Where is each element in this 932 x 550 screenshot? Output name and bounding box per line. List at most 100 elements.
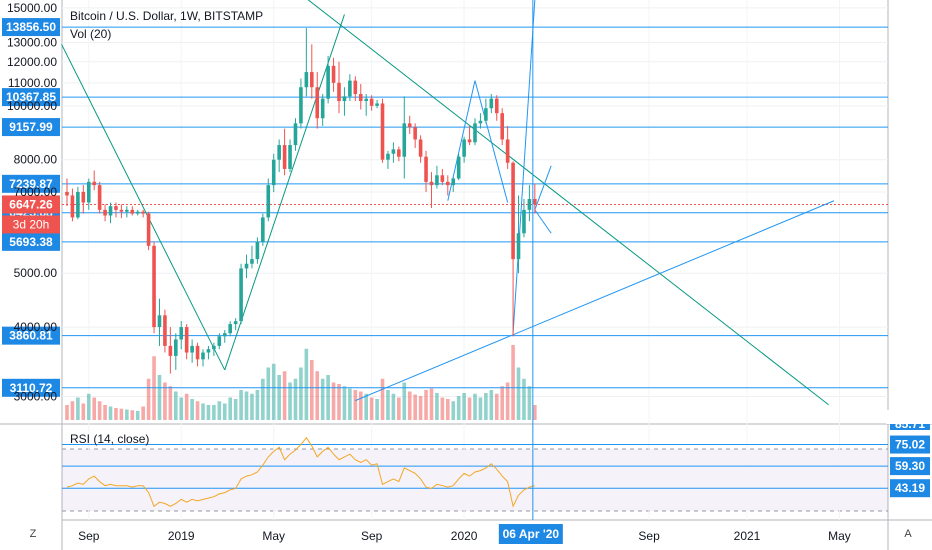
rsi-level-label: 43.19	[895, 481, 925, 495]
candle-body	[119, 209, 124, 212]
volume-legend: Vol (20)	[70, 27, 112, 41]
candle-body	[86, 181, 91, 203]
candle-body	[157, 315, 162, 328]
volume-bar	[261, 378, 265, 420]
trendline-teal	[307, 0, 829, 406]
candle-body	[533, 198, 537, 205]
candle-body	[478, 120, 483, 124]
volume-bar	[266, 367, 271, 420]
level-label-bg	[2, 174, 60, 193]
candle-body	[505, 139, 510, 163]
candle-body	[293, 123, 298, 146]
time-tick-label: 2020	[451, 529, 478, 543]
volume-bar	[320, 378, 325, 420]
volume-bar	[217, 401, 222, 420]
volume-bar	[337, 384, 341, 420]
candle-body	[250, 259, 254, 264]
volume-bar	[282, 371, 287, 420]
auto-scale-button[interactable]: A	[904, 528, 912, 540]
volume-bar	[533, 405, 537, 420]
candle-body	[516, 233, 521, 260]
candle-body	[473, 123, 477, 143]
price-tick-label: 5000.00	[14, 266, 58, 280]
level-label-bg	[2, 88, 60, 107]
candle-body	[380, 103, 385, 160]
volume-bar	[505, 382, 510, 420]
volume-bar	[179, 397, 184, 420]
volume-bar	[424, 390, 428, 420]
price-tick-label: 4000.00	[14, 320, 58, 334]
volume-bar	[212, 405, 216, 420]
rsi-level-label-bg	[890, 457, 930, 476]
volume-bar	[222, 403, 227, 420]
candle-body	[397, 149, 401, 157]
rsi-level-label-bg	[890, 479, 930, 498]
candle-body	[369, 98, 374, 106]
volume-bar	[141, 406, 145, 420]
volume-bar	[494, 393, 499, 420]
candle-body	[484, 108, 488, 121]
time-tick-label: Sep	[638, 529, 660, 543]
candle-body	[429, 181, 434, 186]
volume-bar	[375, 399, 379, 420]
candle-body	[201, 352, 205, 360]
time-tick-label: Sep	[78, 529, 100, 543]
candle-body	[413, 127, 417, 140]
candle-body	[451, 178, 456, 186]
volume-bar	[522, 378, 526, 420]
volume-bar	[233, 399, 238, 420]
countdown-label: 3d 20h	[13, 217, 50, 231]
level-label-bg	[2, 378, 60, 397]
volume-bar	[250, 393, 254, 420]
chart-title: Bitcoin / U.S. Dollar, 1W, BITSTAMP	[70, 9, 264, 23]
volume-bar	[168, 386, 173, 420]
volume-bar	[489, 390, 494, 420]
volume-bar	[429, 388, 434, 420]
volume-bar	[190, 399, 194, 420]
time-tick-label: May	[262, 529, 285, 543]
price-tick-label: 11000.00	[8, 76, 57, 90]
zoom-button[interactable]: Z	[29, 528, 37, 540]
price-tick-label: 10000.00	[7, 99, 57, 113]
time-tick-label: Sep	[361, 529, 383, 543]
volume-bar	[462, 393, 466, 420]
candle-body	[299, 87, 303, 124]
trendline-teal	[224, 14, 345, 371]
candle-body	[337, 82, 341, 102]
candle-body	[233, 321, 238, 325]
volume-bar	[228, 397, 232, 420]
price-tick-label: 15000.00	[7, 1, 57, 15]
volume-bar	[135, 411, 140, 420]
candle-body	[130, 209, 135, 214]
volume-bar	[478, 397, 483, 420]
candle-body	[222, 333, 227, 337]
rsi-label-mask	[886, 410, 932, 424]
candle-body	[195, 345, 200, 360]
rsi-legend: RSI (14, close)	[70, 432, 150, 446]
trendline-blue	[512, 0, 536, 334]
candle-body	[456, 156, 461, 179]
volume-bar	[467, 397, 472, 420]
candle-body	[418, 139, 423, 157]
volume-bar	[119, 408, 124, 420]
level-label-bg	[2, 232, 60, 251]
volume-bar	[435, 393, 439, 420]
candle-body	[348, 80, 352, 97]
price-tick-label: 12000.00	[7, 55, 57, 69]
candle-body	[184, 327, 189, 353]
volume-bar	[293, 378, 298, 420]
volume-bar	[65, 405, 69, 420]
level-label: 10367.85	[6, 90, 56, 104]
volume-bar	[413, 394, 417, 420]
candle-body	[135, 211, 140, 214]
candle-body	[103, 209, 107, 216]
trendline-teal	[61, 44, 226, 371]
volume-bar	[271, 363, 276, 420]
volume-bar	[86, 393, 91, 420]
candle-body	[114, 206, 118, 210]
volume-bar	[353, 390, 358, 420]
countdown-label-bg	[2, 215, 60, 234]
candle-body	[76, 191, 80, 218]
volume-bar	[484, 393, 488, 420]
